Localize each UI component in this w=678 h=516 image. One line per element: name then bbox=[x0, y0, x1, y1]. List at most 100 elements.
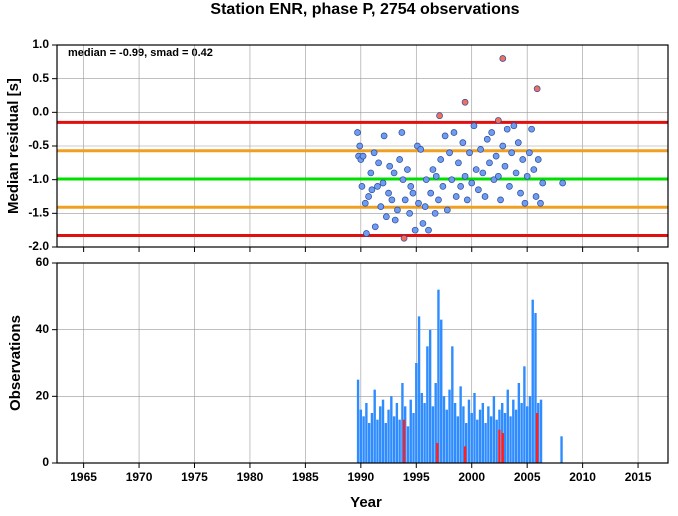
bar bbox=[498, 429, 501, 463]
bar bbox=[409, 399, 412, 463]
point bbox=[477, 146, 484, 153]
x-tick-label: 2015 bbox=[625, 470, 652, 484]
x-tick-label: 2010 bbox=[569, 470, 596, 484]
point bbox=[457, 183, 464, 190]
y-tick-label: 0.0 bbox=[32, 105, 49, 119]
point bbox=[401, 196, 409, 204]
bar bbox=[467, 399, 471, 463]
point bbox=[415, 199, 422, 207]
y-tick-label: -0.5 bbox=[28, 138, 49, 152]
point bbox=[437, 156, 445, 163]
bar bbox=[359, 409, 363, 463]
point bbox=[388, 196, 396, 204]
point bbox=[390, 169, 398, 177]
x-tick-label: 1995 bbox=[403, 470, 430, 484]
x-tick-label: 1970 bbox=[126, 470, 153, 484]
point bbox=[526, 149, 533, 157]
point bbox=[443, 206, 451, 214]
x-tick-label: 1975 bbox=[181, 470, 208, 484]
point bbox=[499, 55, 507, 62]
bar bbox=[434, 383, 437, 463]
bar bbox=[462, 406, 465, 463]
bar bbox=[478, 409, 482, 463]
x-tick-label: 1965 bbox=[70, 470, 97, 484]
point bbox=[374, 183, 381, 190]
bar bbox=[442, 396, 446, 463]
bar bbox=[437, 289, 440, 463]
bar bbox=[517, 383, 521, 463]
point bbox=[459, 139, 467, 146]
point bbox=[394, 206, 401, 214]
y-tick-label: -1.5 bbox=[28, 206, 49, 220]
x-tick-label: 1990 bbox=[347, 470, 374, 484]
bar bbox=[417, 316, 421, 463]
point bbox=[481, 193, 489, 200]
point bbox=[385, 189, 392, 197]
bar bbox=[367, 423, 371, 463]
bar bbox=[398, 419, 401, 463]
bar bbox=[534, 313, 537, 463]
point bbox=[382, 213, 390, 221]
bar bbox=[495, 419, 498, 463]
point bbox=[488, 129, 496, 136]
bar bbox=[436, 443, 439, 463]
y-tick-label: 0.5 bbox=[32, 71, 49, 85]
bar bbox=[384, 423, 387, 463]
point bbox=[396, 156, 403, 163]
point bbox=[386, 162, 394, 170]
point bbox=[448, 176, 456, 184]
point bbox=[501, 162, 509, 170]
point bbox=[411, 226, 419, 234]
bar bbox=[406, 426, 410, 463]
bar bbox=[539, 399, 543, 463]
point bbox=[510, 122, 518, 130]
bar bbox=[448, 389, 451, 463]
point bbox=[419, 220, 427, 227]
bar bbox=[560, 436, 563, 463]
bar bbox=[423, 403, 426, 463]
point bbox=[530, 166, 538, 173]
bar bbox=[401, 383, 404, 463]
bar bbox=[431, 406, 435, 463]
point bbox=[479, 169, 487, 177]
point bbox=[404, 166, 411, 173]
point bbox=[533, 85, 541, 93]
point bbox=[417, 146, 425, 153]
point bbox=[528, 125, 535, 133]
point bbox=[435, 196, 442, 204]
point bbox=[517, 189, 524, 197]
point bbox=[391, 216, 399, 224]
point bbox=[363, 230, 370, 237]
point bbox=[421, 203, 429, 210]
point bbox=[354, 129, 361, 136]
y-axis-label: Median residual [s] bbox=[5, 78, 22, 214]
point bbox=[461, 172, 469, 180]
point bbox=[468, 179, 476, 187]
y-tick-label: 0 bbox=[42, 455, 49, 469]
point bbox=[406, 209, 413, 217]
x-tick-label: 1985 bbox=[292, 470, 319, 484]
bar bbox=[492, 396, 496, 463]
chart-title: Station ENR, phase P, 2754 observations bbox=[210, 1, 519, 18]
point bbox=[539, 179, 547, 187]
bar bbox=[512, 399, 515, 463]
bar bbox=[503, 413, 507, 463]
annotation: median = -0.99, smad = 0.42 bbox=[68, 47, 213, 59]
bar bbox=[487, 406, 490, 463]
bar bbox=[428, 329, 432, 463]
point bbox=[436, 112, 443, 120]
bar bbox=[381, 399, 385, 463]
bar bbox=[481, 403, 485, 463]
bar bbox=[520, 403, 523, 463]
y-tick-label: 40 bbox=[36, 322, 50, 336]
point bbox=[375, 159, 382, 167]
point bbox=[470, 122, 478, 130]
bar bbox=[376, 419, 379, 463]
bar bbox=[373, 389, 376, 463]
point bbox=[441, 132, 449, 140]
x-tick-label: 2005 bbox=[514, 470, 541, 484]
point bbox=[368, 186, 376, 194]
point bbox=[466, 149, 473, 157]
bar bbox=[531, 299, 534, 463]
bar bbox=[456, 416, 460, 463]
